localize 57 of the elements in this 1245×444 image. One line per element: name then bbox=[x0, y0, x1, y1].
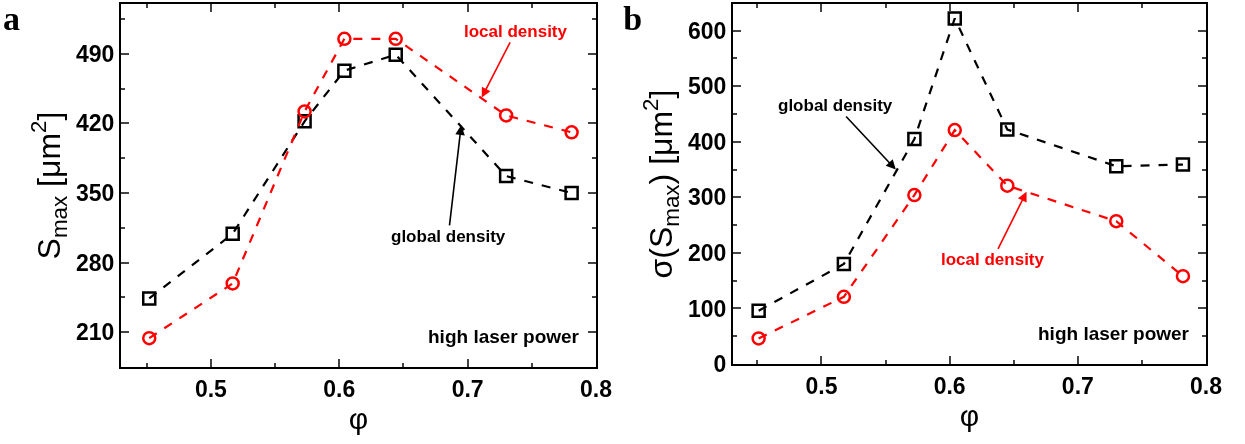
point bbox=[1000, 122, 1015, 137]
point bbox=[836, 289, 852, 305]
y-tick-label: 400 bbox=[688, 128, 727, 155]
annotation: global density bbox=[391, 227, 506, 246]
y-tick-label: 210 bbox=[76, 319, 115, 346]
y-tick-label: 350 bbox=[76, 180, 115, 207]
point bbox=[142, 330, 157, 346]
y-tick-label: 600 bbox=[688, 17, 727, 44]
point bbox=[1175, 268, 1191, 284]
y-tick-label: 490 bbox=[76, 40, 115, 67]
point bbox=[141, 291, 157, 306]
annotation: local density bbox=[464, 22, 568, 41]
x-tick-label: 0.8 bbox=[1190, 372, 1223, 399]
point bbox=[836, 256, 852, 272]
chart-title: b bbox=[623, 0, 643, 38]
point bbox=[1109, 158, 1124, 174]
y-tick-label: 420 bbox=[76, 110, 115, 137]
point bbox=[1000, 178, 1015, 193]
x-tick-label: 0.5 bbox=[194, 375, 228, 402]
annotation: local density bbox=[941, 250, 1045, 269]
x-tick-label: 0.7 bbox=[1061, 372, 1094, 399]
point bbox=[947, 122, 963, 138]
x-axis-title: φ bbox=[959, 398, 980, 432]
x-axis-title: φ bbox=[348, 401, 369, 435]
point bbox=[297, 104, 312, 119]
point bbox=[388, 31, 403, 47]
point bbox=[564, 185, 579, 201]
point bbox=[1175, 157, 1191, 172]
y-tick-label: 280 bbox=[76, 249, 115, 276]
y-tick-label: 0 bbox=[713, 351, 727, 378]
y-tick-label: 100 bbox=[688, 295, 727, 322]
x-tick-label: 0.6 bbox=[323, 375, 356, 402]
point bbox=[751, 331, 766, 346]
point bbox=[947, 11, 963, 26]
point bbox=[907, 131, 922, 147]
point bbox=[907, 187, 922, 203]
point bbox=[388, 47, 403, 62]
y-tick-label: 300 bbox=[688, 184, 727, 211]
point bbox=[498, 108, 514, 123]
point bbox=[337, 63, 352, 78]
point bbox=[225, 276, 240, 291]
point bbox=[498, 168, 514, 184]
x-tick-label: 0.6 bbox=[933, 372, 966, 399]
point bbox=[1109, 213, 1124, 229]
y-tick-label: 200 bbox=[688, 239, 727, 266]
annotation: global density bbox=[778, 96, 893, 115]
annotation: high laser power bbox=[1038, 323, 1190, 344]
point bbox=[225, 226, 240, 241]
point bbox=[564, 125, 579, 140]
x-tick-label: 0.8 bbox=[580, 375, 613, 402]
point bbox=[337, 31, 352, 47]
y-tick-label: 500 bbox=[688, 73, 727, 100]
x-tick-label: 0.5 bbox=[805, 372, 838, 399]
annotation: high laser power bbox=[428, 326, 580, 347]
point bbox=[751, 303, 766, 318]
x-tick-label: 0.7 bbox=[451, 375, 484, 402]
chart-title: a bbox=[3, 0, 21, 38]
